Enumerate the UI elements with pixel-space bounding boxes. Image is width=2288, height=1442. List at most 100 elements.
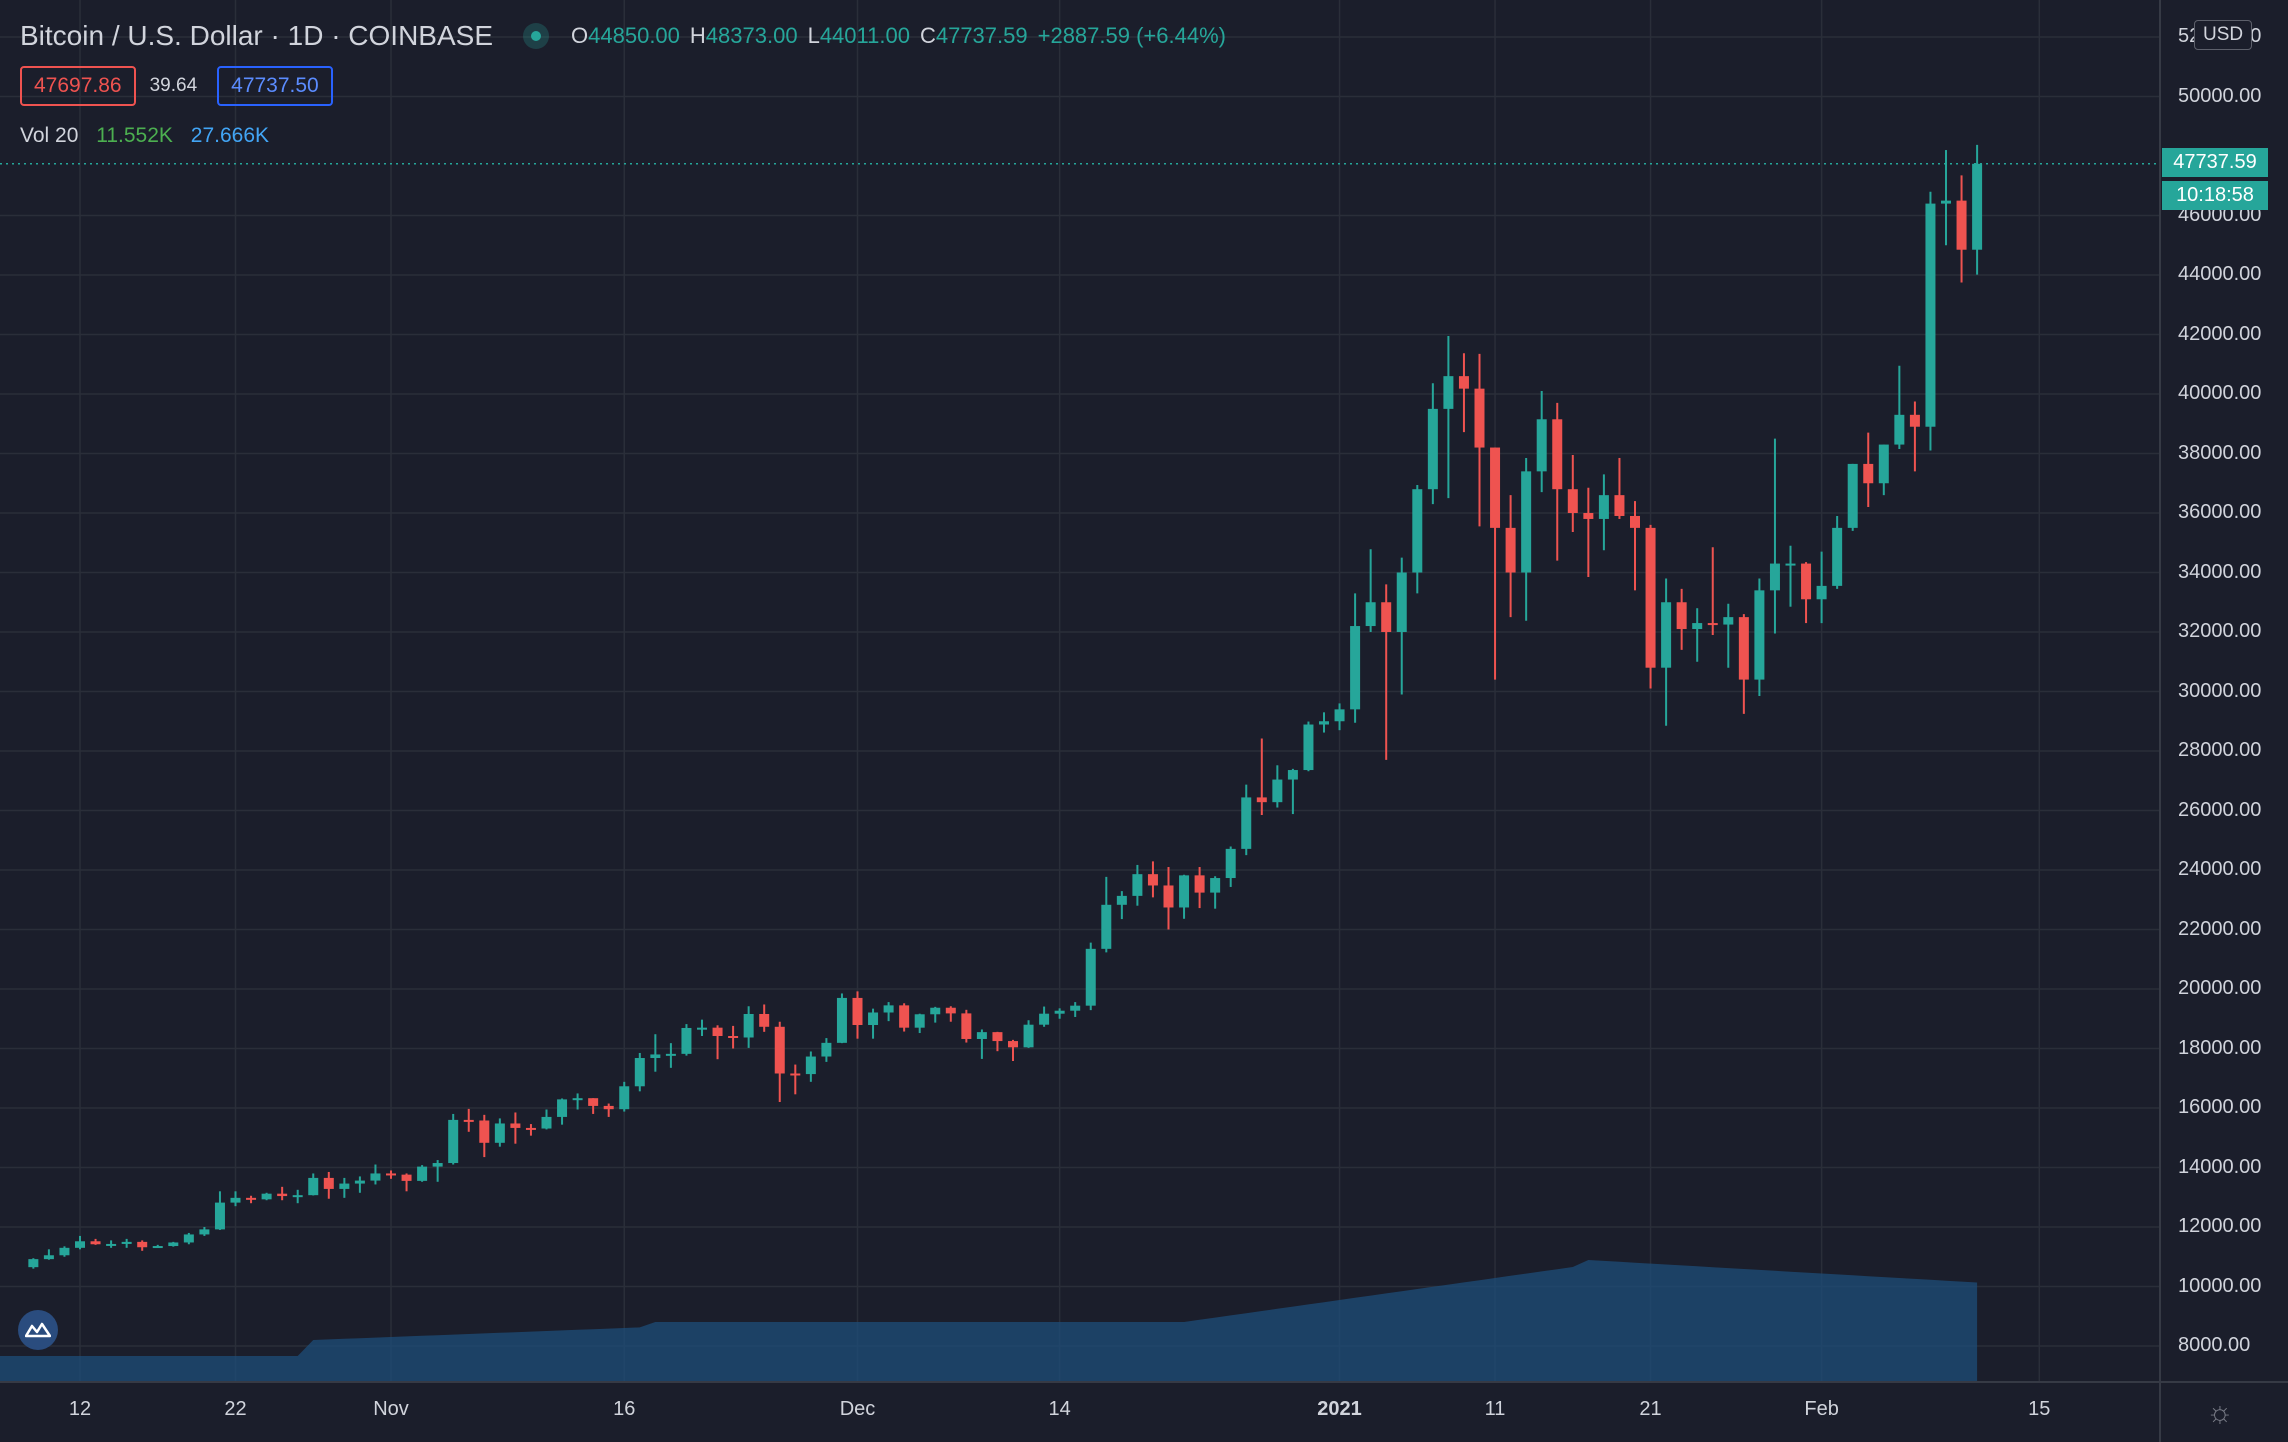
candle-body[interactable] (510, 1123, 521, 1128)
candle-body[interactable] (479, 1120, 490, 1143)
candle-body[interactable] (1210, 878, 1221, 893)
candle-body[interactable] (183, 1234, 194, 1243)
candle-body[interactable] (1490, 447, 1501, 528)
candle-body[interactable] (261, 1193, 272, 1200)
candle-body[interactable] (214, 1202, 225, 1230)
candle-body[interactable] (1179, 875, 1190, 908)
candle-body[interactable] (1832, 527, 1843, 586)
candle-body[interactable] (246, 1197, 257, 1200)
candle-body[interactable] (774, 1026, 785, 1074)
candle-body[interactable] (961, 1013, 972, 1039)
candle-body[interactable] (417, 1166, 428, 1181)
candle-body[interactable] (121, 1241, 132, 1244)
candle-body[interactable] (557, 1099, 568, 1117)
candle-body[interactable] (1925, 203, 1936, 427)
currency-button[interactable]: USD (2194, 20, 2253, 50)
candle-body[interactable] (1458, 376, 1469, 389)
candle-body[interactable] (1070, 1005, 1081, 1011)
candle-body[interactable] (1008, 1041, 1018, 1048)
candle-body[interactable] (712, 1027, 723, 1037)
candle-body[interactable] (805, 1056, 816, 1075)
candle-body[interactable] (386, 1173, 396, 1176)
candle-body[interactable] (1303, 724, 1314, 771)
candle-body[interactable] (401, 1174, 412, 1181)
candle-body[interactable] (1894, 414, 1905, 445)
buy-price-box[interactable]: 47737.50 (217, 66, 333, 106)
candle-body[interactable] (650, 1054, 661, 1059)
candle-body[interactable] (59, 1247, 70, 1256)
candle-body[interactable] (1723, 617, 1734, 625)
candle-body[interactable] (1350, 626, 1361, 710)
candle-body[interactable] (28, 1259, 39, 1268)
candle-body[interactable] (1630, 515, 1640, 528)
candle-body[interactable] (945, 1007, 956, 1014)
candle-body[interactable] (588, 1098, 599, 1106)
candle-body[interactable] (1427, 408, 1438, 490)
candle-body[interactable] (681, 1027, 692, 1054)
candle-body[interactable] (852, 997, 863, 1025)
candle-body[interactable] (230, 1197, 241, 1203)
candle-body[interactable] (883, 1005, 894, 1013)
candle-body[interactable] (1941, 200, 1951, 204)
candle-body[interactable] (1116, 895, 1127, 905)
candle-body[interactable] (634, 1058, 645, 1087)
candle-body[interactable] (992, 1032, 1003, 1042)
candle-body[interactable] (199, 1229, 210, 1235)
candle-body[interactable] (168, 1242, 179, 1247)
candle-body[interactable] (1521, 471, 1532, 573)
candle-body[interactable] (1054, 1010, 1065, 1014)
candle-body[interactable] (1334, 709, 1345, 722)
candle-body[interactable] (1443, 376, 1454, 409)
candle-body[interactable] (1287, 770, 1298, 780)
candle-body[interactable] (1692, 623, 1703, 630)
candle-body[interactable] (930, 1007, 941, 1015)
candle-body[interactable] (1085, 948, 1096, 1006)
sell-price-box[interactable]: 47697.86 (20, 66, 136, 106)
candle-body[interactable] (868, 1012, 879, 1025)
candle-body[interactable] (323, 1177, 334, 1189)
candle-body[interactable] (1101, 904, 1112, 949)
candle-body[interactable] (1396, 572, 1407, 633)
candle-body[interactable] (1598, 495, 1609, 519)
candle-body[interactable] (1567, 489, 1578, 513)
candle-body[interactable] (1847, 463, 1858, 528)
candle-body[interactable] (976, 1032, 987, 1039)
candle-body[interactable] (1785, 563, 1796, 566)
candle-body[interactable] (1132, 874, 1143, 896)
candle-body[interactable] (1738, 617, 1749, 680)
candle-body[interactable] (1256, 797, 1267, 803)
candle-body[interactable] (619, 1086, 630, 1110)
candle-body[interactable] (1676, 602, 1687, 630)
candle-body[interactable] (1505, 527, 1516, 573)
candle-body[interactable] (603, 1105, 614, 1110)
candle-body[interactable] (152, 1246, 163, 1249)
candle-body[interactable] (1163, 885, 1174, 908)
candle-body[interactable] (1614, 495, 1625, 516)
candle-body[interactable] (914, 1014, 925, 1028)
candle-body[interactable] (106, 1243, 117, 1246)
candle-body[interactable] (1272, 779, 1283, 803)
candle-body[interactable] (1023, 1024, 1034, 1048)
candle-body[interactable] (899, 1005, 910, 1028)
candle-body[interactable] (1972, 163, 1983, 250)
candle-body[interactable] (1769, 563, 1780, 591)
symbol-title[interactable]: Bitcoin / U.S. Dollar · 1D · COINBASE (20, 20, 494, 51)
candle-body[interactable] (1194, 875, 1205, 893)
candle-body[interactable] (836, 997, 847, 1043)
settings-gear-icon[interactable]: ☼ (2206, 1396, 2234, 1429)
volume-label[interactable]: Vol 20 (20, 124, 79, 147)
candle-body[interactable] (308, 1177, 319, 1196)
candle-body[interactable] (339, 1183, 350, 1189)
candle-body[interactable] (1536, 419, 1547, 472)
candle-body[interactable] (1474, 388, 1485, 448)
candle-body[interactable] (1552, 419, 1563, 490)
candle-body[interactable] (463, 1119, 474, 1122)
candle-body[interactable] (1645, 527, 1656, 668)
candle-body[interactable] (448, 1119, 459, 1164)
candle-body[interactable] (1412, 489, 1423, 573)
candle-body[interactable] (821, 1042, 832, 1057)
candle-body[interactable] (277, 1193, 288, 1197)
tradingview-logo-icon[interactable] (18, 1310, 58, 1350)
candle-body[interactable] (370, 1173, 381, 1181)
candle-body[interactable] (1878, 444, 1889, 484)
